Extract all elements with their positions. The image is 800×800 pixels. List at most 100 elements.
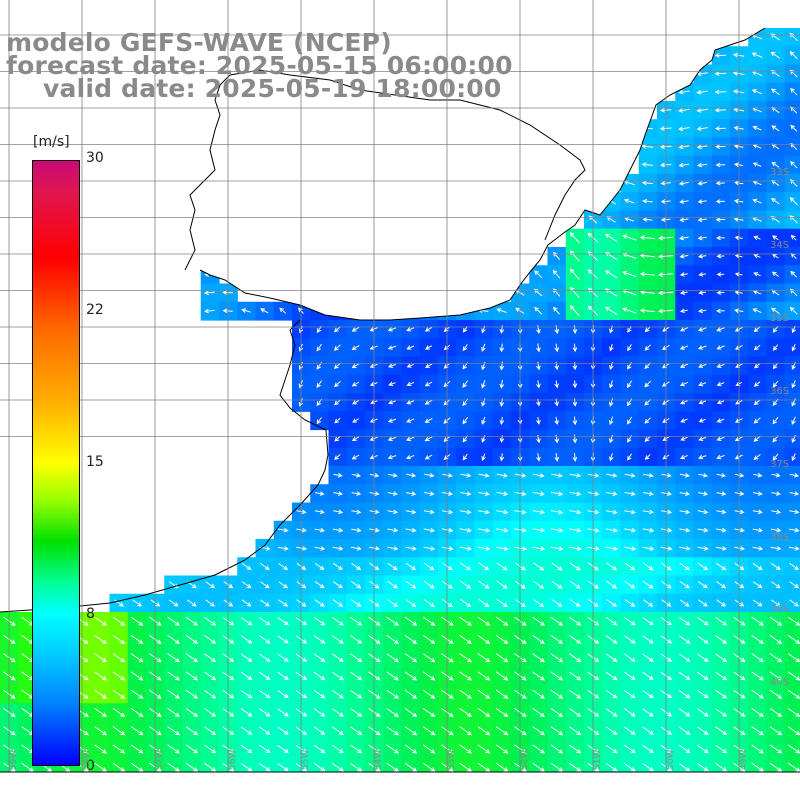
wind-arrow: [130, 616, 144, 626]
wind-arrow: [350, 635, 363, 644]
wind-arrow: [334, 454, 341, 460]
wind-arrow: [642, 217, 653, 222]
wind-arrow: [495, 762, 509, 772]
wind-arrow: [769, 689, 783, 699]
wind-arrow: [679, 345, 689, 350]
wind-arrow: [351, 473, 362, 478]
wind-arrow: [716, 345, 725, 350]
wind-arrow: [279, 307, 287, 314]
lon-label-56w: 56W: [228, 749, 238, 770]
wind-arrow: [240, 726, 253, 735]
wind-arrow: [605, 708, 618, 717]
wind-arrow: [406, 345, 415, 350]
wind-arrow: [167, 744, 180, 754]
wind-arrow: [605, 635, 618, 644]
wind-arrow: [477, 616, 491, 626]
wind-arrow: [112, 634, 126, 645]
wind-arrow: [606, 562, 618, 571]
wind-arrow: [715, 217, 726, 223]
wind-arrow: [679, 363, 689, 368]
wind-arrow: [496, 308, 507, 313]
wind-arrow: [423, 598, 435, 608]
wind-arrow: [791, 344, 797, 352]
wind-cell: [219, 758, 238, 772]
wind-arrow: [771, 509, 782, 515]
colorbar-tick-8: 8: [86, 606, 95, 622]
wind-arrow: [790, 87, 798, 96]
wind-arrow: [332, 581, 343, 589]
wind-arrow: [534, 270, 543, 279]
wind-arrow: [569, 580, 581, 589]
wind-arrow: [698, 381, 707, 387]
wind-arrow: [697, 180, 707, 186]
wind-arrow: [680, 436, 688, 441]
wind-arrow: [332, 527, 344, 533]
wind-arrow: [550, 762, 564, 772]
wind-arrow: [477, 653, 491, 663]
wind-arrow: [350, 671, 363, 681]
wind-arrow: [313, 671, 326, 681]
wind-arrow: [751, 762, 764, 772]
wind-arrow: [185, 653, 199, 663]
wind-arrow: [277, 763, 289, 772]
wind-cell: [182, 758, 202, 772]
wind-cell: [401, 758, 421, 772]
wind-arrow: [204, 762, 217, 772]
wind-arrow: [569, 616, 582, 626]
wind-arrow: [641, 180, 653, 186]
wind-arrow: [387, 580, 398, 589]
wind-arrow: [550, 634, 564, 645]
wind-arrow: [771, 581, 781, 589]
wind-arrow: [112, 689, 126, 699]
wind-cell: [492, 758, 512, 772]
wind-arrow: [536, 343, 541, 353]
wind-arrow: [791, 453, 796, 462]
wind-arrow: [679, 491, 691, 496]
wind-arrow: [679, 509, 691, 515]
wind-arrow: [770, 307, 780, 315]
wind-arrow: [532, 509, 546, 515]
lat-label-37s: 37S: [770, 459, 790, 470]
wind-arrow: [789, 527, 800, 533]
wind-arrow: [94, 671, 107, 681]
wind-arrow: [679, 253, 689, 259]
wind-arrow: [753, 399, 761, 406]
wind-arrow: [770, 562, 781, 570]
wind-arrow: [679, 199, 689, 204]
wind-arrow: [644, 454, 651, 460]
wind-arrow: [697, 217, 707, 223]
wind-arrow: [130, 671, 144, 681]
wind-arrow: [772, 344, 779, 351]
wind-arrow: [715, 726, 728, 735]
wind-arrow: [771, 491, 781, 496]
wind-arrow: [278, 599, 289, 607]
wind-arrow: [388, 381, 396, 387]
wind-cell: [784, 283, 800, 303]
wind-arrow: [404, 726, 418, 736]
wind-arrow: [642, 562, 654, 571]
wind-cell: [273, 758, 293, 772]
wind-arrow: [185, 689, 199, 699]
wind-cell: [784, 174, 800, 193]
wind-arrow: [715, 616, 728, 626]
wind-arrow: [679, 272, 688, 277]
wind-arrow: [459, 689, 472, 699]
wind-arrow: [481, 453, 486, 461]
wind-arrow: [624, 491, 636, 497]
wind-arrow: [532, 491, 545, 497]
wind-arrow: [751, 653, 764, 663]
wind-arrow: [753, 344, 761, 351]
wind-arrow: [714, 89, 727, 95]
wind-arrow: [350, 744, 363, 754]
wind-arrow: [627, 380, 633, 389]
wind-arrow: [386, 634, 399, 645]
wind-arrow: [277, 671, 289, 681]
wind-arrow: [716, 599, 727, 607]
wind-arrow: [185, 616, 199, 626]
wind-arrow: [112, 616, 126, 626]
wind-cell: [784, 502, 800, 522]
wind-arrow: [606, 491, 618, 497]
wind-arrow: [680, 290, 688, 295]
wind-arrow: [569, 473, 582, 478]
wind-arrow: [716, 473, 727, 478]
